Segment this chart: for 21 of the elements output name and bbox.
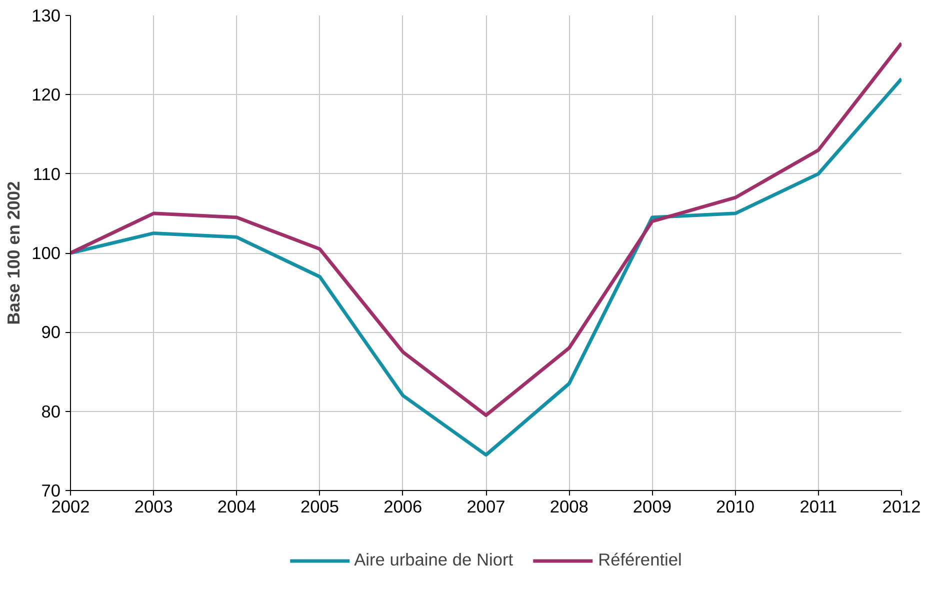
legend-label: Référentiel bbox=[598, 550, 682, 570]
y-tick-label: 90 bbox=[41, 322, 61, 342]
x-tick-label: 2006 bbox=[384, 496, 422, 516]
x-tick-label: 2009 bbox=[632, 496, 672, 516]
legend-label: Aire urbaine de Niort bbox=[354, 550, 514, 570]
x-tick-label: 2005 bbox=[300, 496, 340, 516]
y-tick-label: 110 bbox=[32, 164, 61, 184]
y-tick-label: 100 bbox=[32, 243, 61, 263]
x-tick-label: 2007 bbox=[466, 496, 506, 516]
y-tick-label: 130 bbox=[32, 6, 61, 26]
y-axis-title: Base 100 en 2002 bbox=[4, 181, 24, 325]
x-tick-label: 2010 bbox=[716, 496, 755, 516]
line-series bbox=[70, 41, 902, 418]
x-tick-label: 2012 bbox=[882, 496, 921, 516]
x-tick-label: 2008 bbox=[550, 496, 588, 516]
y-tick-label: 120 bbox=[32, 84, 61, 105]
line-series bbox=[70, 77, 902, 457]
x-tick-label: 2004 bbox=[217, 496, 256, 516]
x-tick-label: 2011 bbox=[800, 496, 838, 516]
x-tick-label: 2003 bbox=[134, 496, 173, 516]
y-tick-label: 80 bbox=[41, 401, 61, 422]
